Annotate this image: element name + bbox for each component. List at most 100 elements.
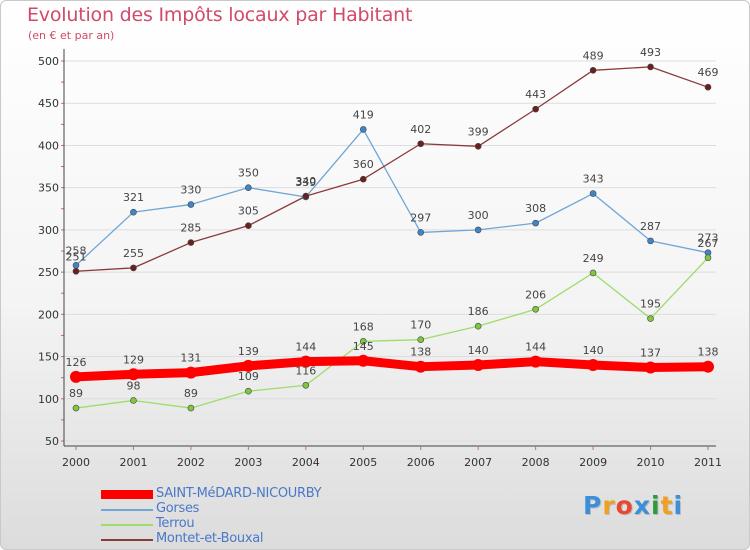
data-label: 489 (583, 49, 604, 62)
data-label: 144 (525, 341, 546, 354)
series-line-2 (75, 257, 709, 409)
data-point (532, 105, 539, 113)
data-point (245, 184, 252, 191)
logo-letter: x (633, 491, 651, 520)
data-label: 89 (184, 387, 198, 400)
legend-label: Terrou (156, 516, 195, 531)
data-point (647, 237, 654, 245)
series-line-1 (75, 128, 709, 267)
data-point (532, 219, 539, 227)
x-tick-label: 2011 (694, 456, 722, 469)
data-label: 129 (123, 353, 144, 366)
data-label: 305 (238, 205, 259, 218)
data-label: 285 (180, 222, 201, 235)
y-tick-label: 450 (38, 97, 59, 110)
y-tick-label: 400 (38, 139, 59, 152)
y-tick-label: 300 (38, 224, 59, 237)
data-label: 140 (468, 344, 489, 357)
x-tick-label: 2004 (292, 456, 320, 469)
logo-letter: r (602, 491, 616, 520)
data-point (644, 361, 657, 374)
data-point (417, 140, 425, 148)
data-label: 399 (468, 125, 489, 138)
series-line-0 (71, 356, 713, 382)
data-point (72, 404, 80, 412)
data-point (589, 269, 597, 277)
data-label: 493 (640, 46, 661, 59)
data-point (474, 322, 482, 330)
data-point (359, 126, 367, 133)
data-label: 116 (295, 364, 316, 377)
data-label: 206 (525, 288, 546, 301)
data-label: 98 (126, 379, 140, 392)
x-tick-label: 2010 (637, 456, 665, 469)
logo-letter: i (673, 491, 684, 520)
legend-label: SAINT-MéDARD-NICOURBY (156, 486, 322, 501)
data-point (245, 387, 252, 395)
data-label: 330 (180, 184, 201, 197)
data-point (242, 359, 255, 372)
data-label: 308 (525, 202, 546, 215)
data-label: 443 (525, 88, 546, 101)
y-tick-label: 50 (45, 435, 59, 448)
x-tick-label: 2008 (522, 456, 550, 469)
data-label: 168 (353, 320, 374, 333)
y-tick-label: 200 (38, 308, 59, 321)
data-point (704, 254, 712, 262)
data-label: 140 (583, 344, 604, 357)
x-tick-label: 2001 (119, 456, 147, 469)
chart-title: Evolution des Impôts locaux par Habitant (27, 4, 413, 26)
data-label: 360 (353, 158, 374, 171)
data-point (302, 381, 310, 389)
data-label: 137 (640, 347, 661, 360)
data-point (302, 192, 310, 200)
data-label: 251 (66, 250, 87, 263)
y-tick-label: 100 (38, 393, 59, 406)
data-point (704, 83, 712, 91)
y-tick-label: 350 (38, 182, 59, 195)
data-point (72, 267, 80, 275)
data-label: 109 (238, 370, 259, 383)
legend-swatch-gorses (101, 509, 153, 511)
x-tick-label: 2007 (464, 456, 492, 469)
data-label: 339 (295, 176, 316, 189)
data-label: 402 (410, 123, 431, 136)
series-line-3 (75, 66, 709, 272)
data-label: 170 (410, 319, 431, 332)
data-point (472, 359, 485, 371)
data-point (187, 239, 195, 246)
data-point (359, 175, 367, 183)
legend-swatch-montet-et-bouxal (101, 539, 153, 541)
data-label: 195 (640, 298, 661, 311)
x-tick-label: 2006 (407, 456, 435, 469)
data-label: 138 (410, 346, 431, 359)
data-point (187, 404, 195, 412)
data-point (587, 359, 600, 371)
x-tick-label: 2000 (62, 456, 90, 469)
data-label: 144 (295, 341, 316, 354)
x-tick-label: 2005 (349, 456, 377, 469)
x-tick-label: 2002 (177, 456, 205, 469)
data-point (70, 370, 82, 383)
data-point (417, 336, 425, 343)
data-point (532, 305, 539, 313)
data-point (357, 354, 370, 367)
legend-label: Montet-et-Bouxal (156, 531, 264, 546)
chart-subtitle: (en € et par an) (28, 29, 115, 42)
data-label: 131 (180, 352, 201, 365)
data-point (130, 397, 137, 404)
logo-letter: o (615, 491, 634, 520)
data-label: 145 (353, 340, 374, 353)
x-tick-label: 2009 (579, 456, 607, 469)
data-label: 287 (640, 220, 661, 233)
logo-letter: t (660, 491, 674, 520)
data-point (359, 338, 367, 345)
x-tick-label: 2003 (234, 456, 262, 469)
data-point (417, 229, 425, 236)
y-tick-label: 500 (38, 55, 59, 68)
y-tick-label: 250 (38, 266, 59, 279)
data-point (187, 201, 195, 208)
data-label: 419 (353, 108, 374, 121)
